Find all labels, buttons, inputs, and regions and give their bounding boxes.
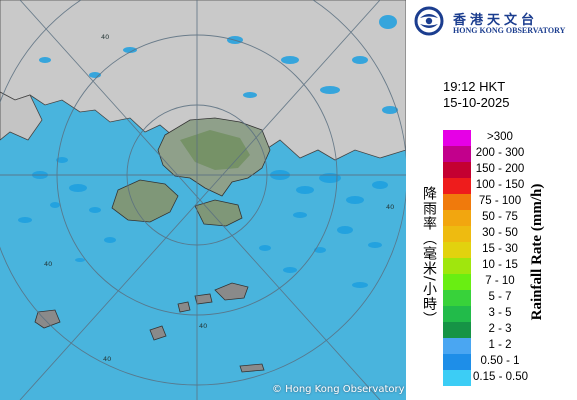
legend-row: 5 - 7: [443, 290, 527, 306]
legend-label: 200 - 300: [475, 147, 525, 159]
northwest-land: [0, 91, 43, 141]
legend-label: 0.15 - 0.50: [473, 371, 528, 383]
legend-swatch: [443, 370, 471, 386]
logo-english-text: HONG KONG OBSERVATORY: [453, 26, 566, 35]
legend-row: 150 - 200: [443, 162, 527, 178]
legend-swatch: [443, 194, 471, 210]
legend-swatch: [443, 162, 471, 178]
legend-label: 7 - 10: [485, 275, 515, 287]
legend-label: 50 - 75: [482, 211, 518, 223]
legend-swatch: [443, 146, 471, 162]
southern-island-5: [177, 301, 191, 313]
legend-label: 2 - 3: [488, 323, 512, 335]
legend-swatch: [443, 322, 471, 338]
legend-row: 200 - 300: [443, 146, 527, 162]
logo-chinese-text: 香港天文台: [453, 13, 539, 28]
legend-label: 0.50 - 1: [480, 355, 520, 367]
rainfall-legend: >300 200 - 300 150 - 200 100 - 150 75 - 100 5…: [443, 130, 528, 386]
legend-label: 1 - 2: [488, 339, 512, 351]
legend-swatch: [443, 274, 471, 290]
southern-island-6: [239, 363, 265, 373]
hko-logo-icon: [414, 6, 444, 36]
legend-row: 2 - 3: [443, 322, 527, 338]
legend-swatch: [443, 178, 471, 194]
observatory-logo: 香港天文台 HONG KONG OBSERVATORY: [414, 6, 574, 36]
radar-map-canvas: 40 40 40 40 40: [0, 0, 406, 400]
legend-row: 1 - 2: [443, 338, 527, 354]
info-panel: 香港天文台 HONG KONG OBSERVATORY 19:12 HKT 15…: [406, 0, 577, 400]
range-rings: [0, 0, 406, 400]
copyright-notice: © Hong Kong Observatory: [272, 384, 405, 395]
legend-swatch: [443, 306, 471, 322]
hong-kong-green: [180, 130, 250, 170]
hk-island: [194, 199, 243, 227]
range-label: 40: [44, 260, 52, 268]
southern-island-3: [34, 309, 61, 329]
range-label: 40: [101, 33, 109, 41]
radar-map: 40 40 40 40 40 © Hong Kong Observatory: [0, 0, 406, 400]
legend-row: 3 - 5: [443, 306, 527, 322]
legend-title-english-wrapper: Rainfall Rate (mm/h): [529, 132, 547, 372]
legend-row: 15 - 30: [443, 242, 527, 258]
legend-label: 75 - 100: [478, 195, 522, 207]
legend-swatch: [443, 258, 471, 274]
legend-label: >300: [487, 131, 513, 143]
southern-island-1: [214, 282, 249, 301]
legend-row: 30 - 50: [443, 226, 527, 242]
legend-row: 50 - 75: [443, 210, 527, 226]
southern-island-2: [194, 293, 213, 305]
legend-label: 100 - 150: [475, 179, 525, 191]
legend-swatch: [443, 242, 471, 258]
legend-row: 0.50 - 1: [443, 354, 527, 370]
legend-swatch: [443, 290, 471, 306]
range-label: 40: [199, 322, 207, 330]
legend-row: 10 - 15: [443, 258, 527, 274]
legend-title-chinese: 降雨率（毫米/小時）: [421, 186, 437, 327]
observation-date: 15-10-2025: [443, 95, 510, 110]
range-ring-labels: 40 40 40 40 40: [44, 33, 394, 363]
legend-swatch: [443, 210, 471, 226]
legend-row: 0.15 - 0.50: [443, 370, 528, 386]
legend-label: 10 - 15: [482, 259, 518, 271]
legend-row: 100 - 150: [443, 178, 527, 194]
range-label: 40: [103, 355, 111, 363]
legend-label: 5 - 7: [488, 291, 512, 303]
legend-label: 30 - 50: [482, 227, 518, 239]
legend-row: 75 - 100: [443, 194, 527, 210]
legend-swatch: [443, 130, 471, 146]
observation-time: 19:12 HKT: [443, 79, 506, 94]
legend-swatch: [443, 338, 471, 354]
legend-row: >300: [443, 130, 527, 146]
legend-swatch: [443, 226, 471, 242]
legend-title-english: Rainfall Rate (mm/h): [529, 183, 545, 321]
legend-label: 3 - 5: [488, 307, 512, 319]
legend-swatch: [443, 354, 471, 370]
southern-island-4: [149, 325, 167, 341]
radar-echoes: [18, 15, 398, 288]
range-label: 40: [386, 203, 394, 211]
legend-label: 150 - 200: [475, 163, 525, 175]
legend-label: 15 - 30: [482, 243, 518, 255]
legend-row: 7 - 10: [443, 274, 527, 290]
